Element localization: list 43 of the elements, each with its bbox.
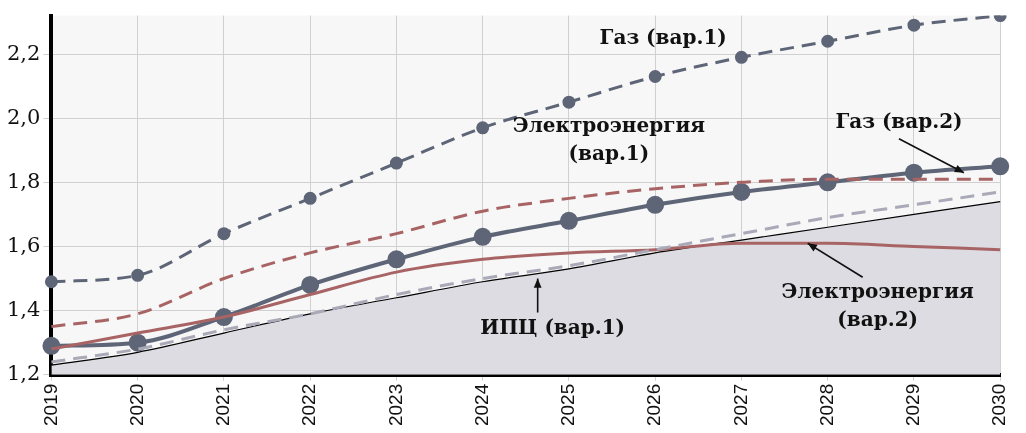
x-tick-label: 2026 [643, 383, 665, 427]
point [648, 70, 662, 84]
point [128, 333, 147, 352]
y-tick-label: 2,2 [6, 40, 41, 65]
x-tick-label: 2025 [557, 383, 579, 427]
x-tick-label: 2030 [988, 383, 1010, 427]
annotation: ИПЦ (вар.1) [480, 314, 626, 339]
annotation: Газ (вар.1) [599, 24, 727, 49]
point [562, 95, 576, 109]
point [303, 191, 317, 205]
x-tick-label: 2027 [729, 383, 751, 427]
point [131, 268, 145, 282]
point [217, 227, 231, 241]
point [476, 121, 490, 135]
annotation: Электроэнергия (вар.1) [512, 112, 706, 165]
annotation: Газ (вар.2) [835, 108, 963, 133]
y-tick-label: 2,0 [6, 104, 41, 129]
x-tick-label: 2021 [212, 383, 234, 427]
y-tick-label: 1,2 [6, 361, 41, 386]
point [904, 163, 923, 182]
point [389, 156, 403, 170]
annotation: Электроэнергия (вар.2) [781, 279, 975, 332]
x-tick-label: 2024 [470, 383, 492, 427]
x-tick-label: 2020 [125, 383, 147, 427]
x-tick-label: 2029 [902, 383, 924, 427]
point [734, 50, 748, 64]
x-tick-label: 2019 [39, 383, 61, 427]
point [559, 211, 578, 230]
x-tick-label: 2023 [384, 383, 406, 427]
point [821, 34, 835, 48]
point [44, 275, 58, 289]
point [732, 182, 751, 201]
point [387, 250, 406, 269]
point [991, 157, 1010, 176]
point [907, 18, 921, 32]
x-tick-label: 2028 [815, 383, 837, 427]
x-tick-label: 2022 [298, 383, 320, 427]
point [646, 195, 665, 214]
y-tick-label: 1,8 [6, 168, 41, 193]
point [473, 227, 492, 246]
y-tick-label: 1,6 [6, 232, 41, 257]
point [301, 275, 320, 294]
y-tick-label: 1,4 [6, 297, 41, 322]
